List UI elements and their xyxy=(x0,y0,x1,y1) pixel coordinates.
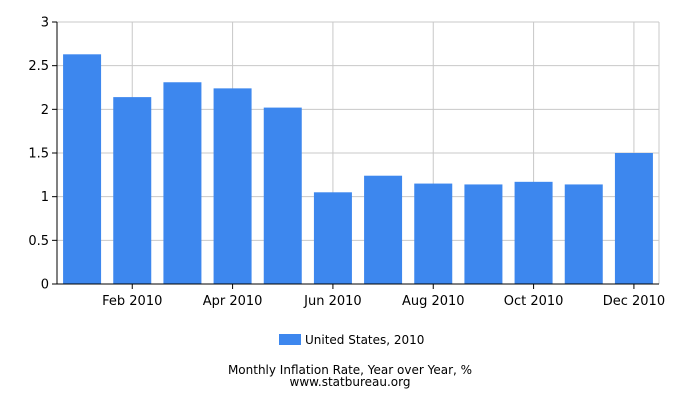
axes xyxy=(52,21,659,289)
bar xyxy=(364,175,403,284)
y-tick-label: 2 xyxy=(41,103,49,118)
chart-title: Monthly Inflation Rate, Year over Year, … xyxy=(228,363,472,377)
bar xyxy=(63,54,102,285)
bar xyxy=(414,183,453,284)
bars xyxy=(63,54,653,285)
bar xyxy=(313,192,352,284)
legend-swatch xyxy=(279,334,301,345)
x-tick-label: Jun 2010 xyxy=(303,294,362,309)
x-tick-label: Oct 2010 xyxy=(504,294,564,309)
y-tick-label: 0 xyxy=(41,278,49,293)
x-tick-label: Apr 2010 xyxy=(203,294,263,309)
x-tick-label: Aug 2010 xyxy=(402,294,465,309)
y-tick-label: 3 xyxy=(41,16,49,31)
x-tick-labels: Feb 2010 Apr 2010 Jun 2010 Aug 2010 Oct 2010… xyxy=(102,294,665,309)
bar xyxy=(614,153,653,284)
bar xyxy=(564,184,603,284)
bar xyxy=(163,82,202,284)
y-tick-label: 1 xyxy=(41,190,49,205)
bar xyxy=(263,107,302,284)
chart-subtitle: www.statbureau.org xyxy=(290,375,411,389)
bar xyxy=(113,97,152,284)
bar xyxy=(514,181,553,284)
x-tick-label: Feb 2010 xyxy=(102,294,162,309)
bar xyxy=(213,88,252,285)
legend-label: United States, 2010 xyxy=(305,333,424,347)
legend: United States, 2010 xyxy=(279,333,424,347)
y-tick-label: 2.5 xyxy=(28,59,49,74)
y-tick-labels: 0 0.5 1 1.5 2 2.5 3 xyxy=(28,16,49,293)
bar xyxy=(464,184,503,284)
y-tick-label: 0.5 xyxy=(28,234,49,249)
x-tick-label: Dec 2010 xyxy=(603,294,665,309)
y-tick-label: 1.5 xyxy=(28,147,49,162)
